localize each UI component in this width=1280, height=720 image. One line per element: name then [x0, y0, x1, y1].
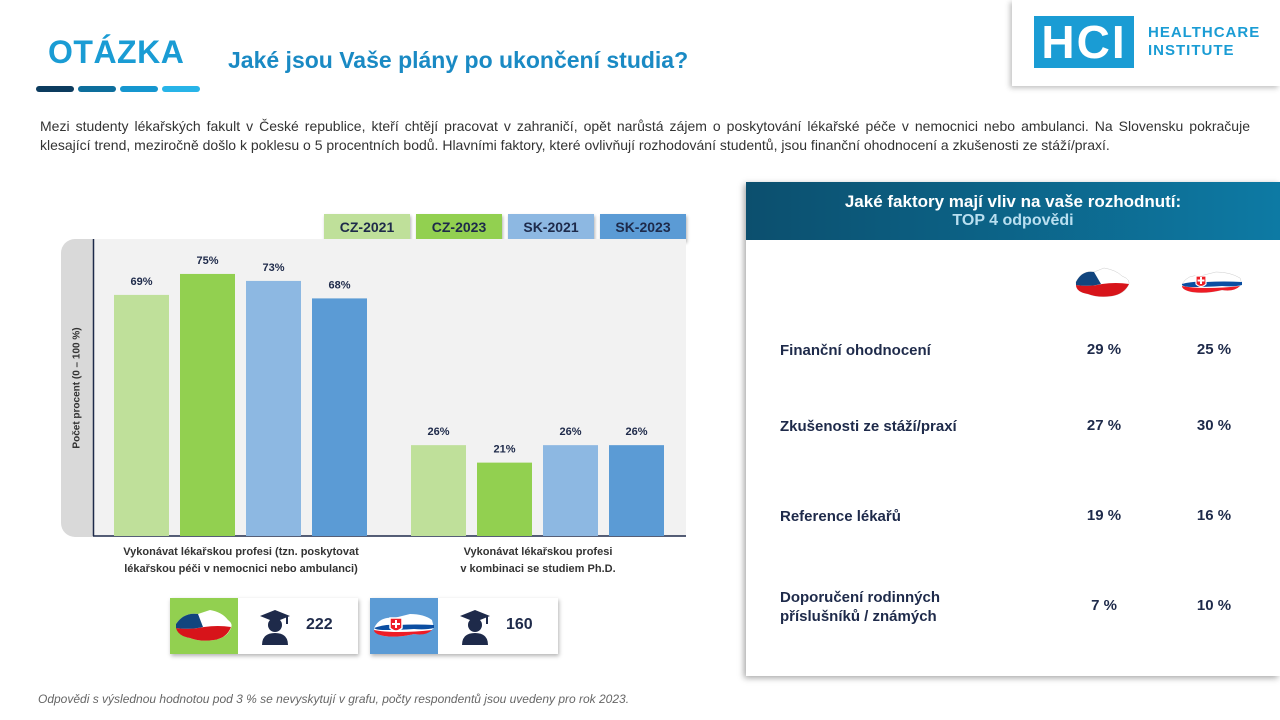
legend-item-cz-2021: CZ-2021 — [324, 214, 410, 241]
czech-map-icon — [176, 610, 232, 641]
data-label-sk-2021-cat2: 26% — [559, 426, 581, 438]
data-label-sk-2021-cat1: 73% — [262, 262, 284, 274]
category-label-line: Vykonávat lékařskou profesi (tzn. poskyt… — [123, 546, 359, 558]
data-label-cz-2021-cat1: 69% — [130, 276, 152, 288]
respondents-sk: 160 — [370, 598, 558, 654]
respondents-count: 160 — [506, 616, 533, 633]
factor-label-4: Doporučení rodinných příslušníků / známý… — [780, 588, 940, 626]
factors-title: Jaké faktory mají vliv na vaše rozhodnut… — [844, 192, 1182, 211]
factor-value-sk-4: 10 % — [1196, 597, 1232, 614]
data-label-cz-2023-cat1: 75% — [196, 255, 218, 267]
category-label-1: Vykonávat lékařskou profesi (tzn. poskyt… — [96, 544, 386, 578]
question-title: Jaké jsou Vaše plány po ukončení studia? — [228, 47, 689, 73]
data-label-sk-2023-cat1: 68% — [328, 279, 350, 291]
category-label-line: v kombinaci se studiem Ph.D. — [460, 563, 616, 575]
legend-item-sk-2023: SK-2023 — [600, 214, 686, 241]
heading-label: OTÁZKA — [48, 34, 185, 70]
factor-label-line: Reference lékařů — [780, 508, 901, 525]
bar-sk-2023-cat1 — [312, 298, 367, 536]
factor-value-sk-2: 30 % — [1196, 417, 1232, 434]
slovak-map-icon — [374, 614, 434, 637]
respondents-flag-area — [170, 598, 238, 654]
footnote: Odpovědi s výslednou hodnotou pod 3 % se… — [38, 692, 630, 706]
category-label-2: Vykonávat lékařskou profesi v kombinaci … — [393, 544, 683, 578]
factors-panel: Jaké faktory mají vliv na vaše rozhodnut… — [746, 182, 1280, 676]
factors-subtitle: TOP 4 odpovědi — [952, 212, 1074, 229]
factor-value-cz-3: 19 % — [1086, 507, 1122, 524]
factor-label-3: Reference lékařů — [780, 507, 901, 526]
data-label-cz-2021-cat2: 26% — [427, 426, 449, 438]
bar-cz-2023-cat1 — [180, 273, 235, 536]
factor-value-sk-1: 25 % — [1196, 341, 1232, 358]
bar-cz-2023-cat2 — [477, 462, 532, 536]
czech-map-icon — [1075, 267, 1130, 297]
respondents-count: 222 — [306, 616, 333, 633]
heading-dash — [120, 86, 158, 92]
factor-value-cz-4: 7 % — [1091, 597, 1117, 614]
data-label-sk-2023-cat2: 26% — [625, 426, 647, 438]
factor-value-cz-2: 27 % — [1086, 417, 1122, 434]
heading-dash — [36, 86, 74, 92]
factor-value-sk-3: 16 % — [1196, 507, 1232, 524]
logo: HCI HEALTHCARE INSTITUTE — [1012, 0, 1280, 86]
legend-item-sk-2021: SK-2021 — [508, 214, 594, 241]
category-label-line: Vykonávat lékařskou profesi — [463, 546, 613, 558]
logo-text: HEALTHCARE INSTITUTE — [1148, 24, 1260, 60]
factor-label-line: příslušníků / známých — [780, 608, 937, 625]
factor-value-cz-1: 29 % — [1086, 341, 1122, 358]
logo-line-2: INSTITUTE — [1148, 42, 1235, 59]
intro-paragraph: Mezi studenty lékařských fakult v České … — [40, 118, 1250, 153]
logo-mark: HCI — [1034, 16, 1134, 68]
graduate-icon — [260, 610, 290, 645]
respondents-flag-area — [370, 598, 438, 654]
slovak-map-icon — [1181, 271, 1243, 293]
bar-cz-2021-cat1 — [114, 294, 169, 536]
category-label-line: lékařskou péči v nemocnici nebo ambulanc… — [124, 563, 358, 575]
bar-sk-2021-cat2 — [543, 445, 598, 536]
bar-cz-2021-cat2 — [411, 445, 466, 536]
heading-dash — [78, 86, 116, 92]
graduate-icon — [460, 610, 490, 645]
data-label-cz-2023-cat2: 21% — [493, 444, 515, 456]
factors-header: Jaké faktory mají vliv na vaše rozhodnut… — [746, 182, 1280, 240]
factor-label-1: Finanční ohodnocení — [780, 341, 931, 360]
legend-item-cz-2023: CZ-2023 — [416, 214, 502, 241]
bar-sk-2021-cat1 — [246, 280, 301, 536]
respondents-cz: 222 — [170, 598, 358, 654]
factor-label-line: Doporučení rodinných — [780, 589, 941, 606]
factor-label-line: Zkušenosti ze stáží/praxí — [780, 418, 957, 435]
heading-dash — [162, 86, 200, 92]
y-axis-label-panel — [61, 239, 93, 537]
logo-line-1: HEALTHCARE — [1148, 24, 1261, 41]
factor-label-2: Zkušenosti ze stáží/praxí — [780, 417, 957, 436]
bar-sk-2023-cat2 — [609, 445, 664, 536]
factor-label-line: Finanční ohodnocení — [780, 342, 931, 359]
